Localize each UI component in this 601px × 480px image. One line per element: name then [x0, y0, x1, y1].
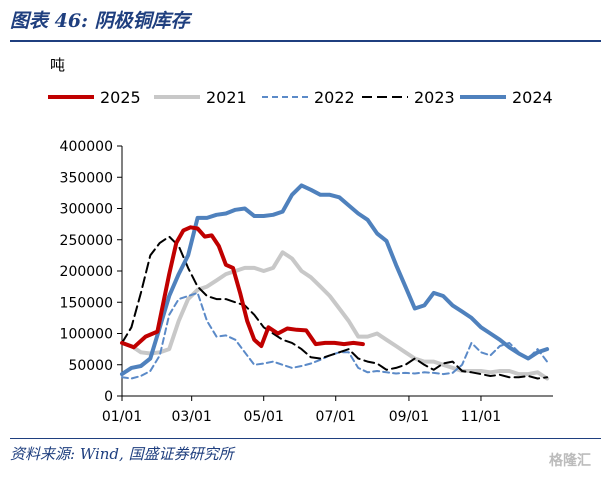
legend-label-2023: 2023 — [414, 88, 455, 107]
chart-legend: 2025 2021 2022 2023 2024 — [48, 88, 553, 107]
y-tick-label: 400000 — [60, 139, 113, 155]
legend-label-2022: 2022 — [314, 88, 355, 107]
source-note: 资料来源: Wind, 国盛证券研究所 — [10, 445, 234, 463]
x-tick-label: 01/01 — [102, 409, 142, 425]
y-tick-label: 50000 — [68, 358, 113, 374]
y-tick-label: 100000 — [60, 327, 113, 343]
y-tick-label: 200000 — [60, 264, 113, 280]
figure-title: 图表 46: 阴极铜库存 — [10, 10, 190, 32]
chart-axes: 0 50000 100000 150000 200000 250000 300000 3500… — [60, 139, 553, 425]
legend-label-2025: 2025 — [100, 88, 141, 107]
x-tick-label: 03/01 — [171, 409, 211, 425]
x-tick-label: 05/01 — [244, 409, 284, 425]
header-rule — [10, 40, 601, 42]
series-line-2025 — [120, 225, 365, 350]
y-axis-unit-label: 吨 — [50, 56, 65, 74]
y-tick-label: 0 — [104, 389, 113, 405]
series-line-2021 — [120, 250, 550, 381]
watermark-logo: 格隆汇 — [549, 453, 591, 469]
series-line-2023 — [121, 235, 549, 380]
x-tick-label: 07/01 — [316, 409, 356, 425]
x-tick-label: 09/01 — [389, 409, 429, 425]
legend-label-2024: 2024 — [512, 88, 553, 107]
chart-series — [120, 183, 550, 381]
legend-label-2021: 2021 — [206, 88, 247, 107]
y-tick-label: 350000 — [60, 170, 113, 186]
series-line-2024 — [120, 183, 550, 377]
y-tick-label: 250000 — [60, 233, 113, 249]
x-tick-label: 11/01 — [461, 409, 501, 425]
y-tick-label: 150000 — [60, 295, 113, 311]
footer-rule — [10, 438, 601, 439]
y-tick-label: 300000 — [60, 202, 113, 218]
line-chart: 吨 2025 2021 2022 2023 2024 0 50000 100000 15000… — [48, 56, 553, 425]
